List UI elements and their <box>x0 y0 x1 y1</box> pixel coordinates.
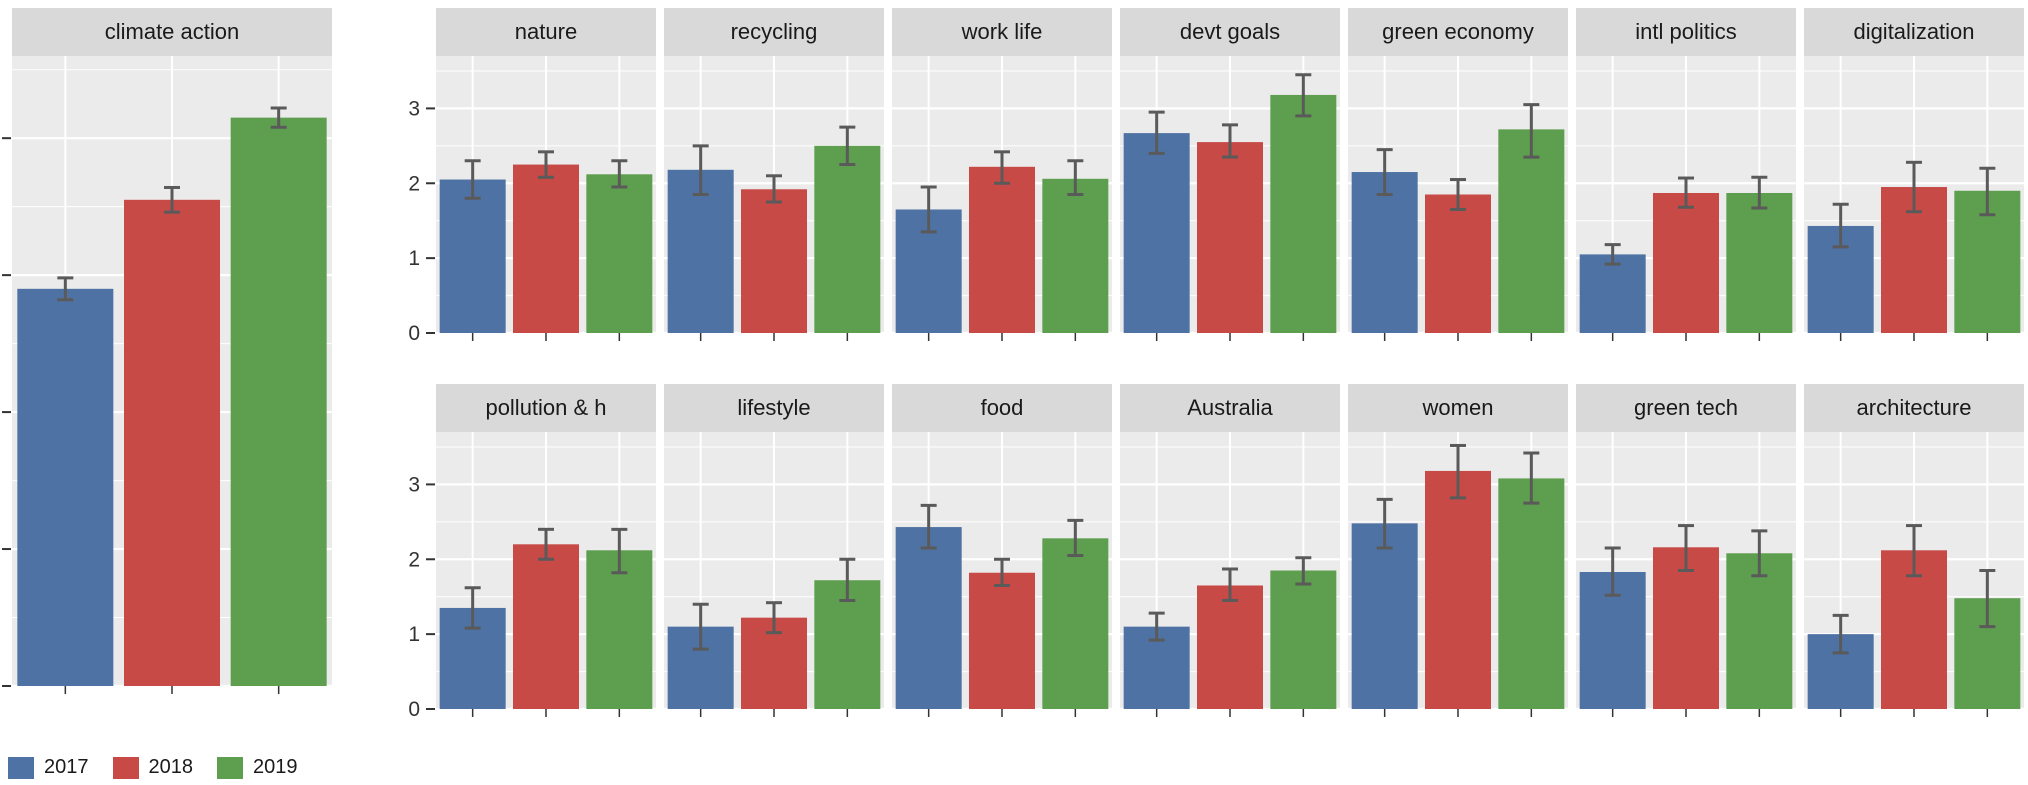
strip-title: architecture <box>1857 395 1972 420</box>
bar-2019 <box>1726 193 1793 333</box>
strip-background <box>1120 8 1340 56</box>
strip-title: devt goals <box>1180 19 1280 44</box>
strip-title: lifestyle <box>737 395 810 420</box>
bar-2018 <box>1425 470 1491 709</box>
strip-background <box>664 8 884 56</box>
strip-background <box>1120 384 1340 432</box>
panel-food: food <box>892 384 1112 717</box>
legend-label-2018: 2018 <box>148 756 194 778</box>
bar-2019 <box>586 550 653 709</box>
strip-background <box>892 384 1112 432</box>
bar-2017 <box>439 179 506 333</box>
bar-2019 <box>1498 129 1565 333</box>
strip-title: women <box>1422 395 1494 420</box>
bar-2017 <box>1351 523 1418 709</box>
bar-2018 <box>1653 547 1719 709</box>
strip-background <box>664 384 884 432</box>
bar-2019 <box>230 117 327 686</box>
panel-work-life: work life <box>892 8 1112 341</box>
bar-2019 <box>1498 478 1565 709</box>
panel-green-economy: green economy <box>1348 8 1568 341</box>
panel-lifestyle: lifestyle <box>664 384 884 717</box>
y-tick-label: 1 <box>408 623 420 646</box>
strip-title: digitalization <box>1853 19 1974 44</box>
legend-item-2019: 2019 <box>217 756 298 779</box>
strip-title: nature <box>515 19 577 44</box>
strip-title: food <box>981 395 1024 420</box>
panel-pollution-h: pollution & h <box>436 384 656 717</box>
bar-2018 <box>513 544 579 709</box>
legend-label-2017: 2017 <box>44 756 89 778</box>
bar-2017 <box>17 288 114 686</box>
strip-background <box>1348 8 1568 56</box>
y-tick-label: 1 <box>408 247 420 270</box>
strip-title: green tech <box>1634 395 1738 420</box>
bar-2018 <box>124 199 220 686</box>
panel-climate-action: climate action <box>12 8 332 694</box>
bar-2017 <box>667 169 734 333</box>
bar-2018 <box>1653 193 1719 333</box>
legend-label-2019: 2019 <box>253 756 298 778</box>
strip-title: recycling <box>731 19 818 44</box>
y-tick-label: 2 <box>408 172 420 195</box>
y-tick-label: 3 <box>408 473 420 496</box>
bar-2018 <box>741 189 807 333</box>
bar-2018 <box>969 166 1035 333</box>
strip-background <box>436 384 656 432</box>
bar-2019 <box>1726 553 1793 709</box>
strip-title: intl politics <box>1635 19 1736 44</box>
y-tick-label: 0 <box>408 698 420 721</box>
strip-title: climate action <box>105 19 240 44</box>
bar-2018 <box>513 164 579 333</box>
strip-background <box>1804 384 2024 432</box>
bar-2019 <box>1042 178 1109 333</box>
panel-recycling: recycling <box>664 8 884 341</box>
bar-2018 <box>1197 585 1263 709</box>
bar-2019 <box>586 174 653 333</box>
bar-2019 <box>1270 94 1337 333</box>
bar-2017 <box>1123 133 1190 333</box>
strip-title: work life <box>961 19 1043 44</box>
bar-2017 <box>1351 172 1418 333</box>
strip-background <box>1804 8 2024 56</box>
panel-green-tech: green tech <box>1576 384 1796 717</box>
strip-background <box>12 8 332 56</box>
strip-title: pollution & h <box>485 395 606 420</box>
bar-2019 <box>1270 570 1337 709</box>
strip-background <box>1576 384 1796 432</box>
panel-architecture: architecture <box>1804 384 2024 717</box>
panel-australia: Australia <box>1120 384 1340 717</box>
bar-2017 <box>1579 254 1646 333</box>
panel-women: women <box>1348 384 1568 717</box>
y-tick-label: 0 <box>408 322 420 345</box>
bar-2018 <box>969 572 1035 709</box>
panel-devt-goals: devt goals <box>1120 8 1340 341</box>
legend-item-2017: 2017 <box>8 756 89 779</box>
strip-title: Australia <box>1187 395 1273 420</box>
y-tick-label: 3 <box>408 97 420 120</box>
bar-2019 <box>814 145 881 333</box>
legend: 2017 2018 2019 <box>8 756 322 779</box>
legend-key-2017 <box>8 756 34 779</box>
bar-2018 <box>1197 142 1263 333</box>
strip-background <box>1576 8 1796 56</box>
strip-background <box>892 8 1112 56</box>
legend-key-2019 <box>217 756 243 779</box>
legend-key-2018 <box>112 756 139 779</box>
strip-background <box>1348 384 1568 432</box>
bar-2019 <box>1042 538 1109 709</box>
strip-title: green economy <box>1382 19 1534 44</box>
y-tick-label: 2 <box>408 548 420 571</box>
bar-2017 <box>895 527 962 709</box>
panel-intl-politics: intl politics <box>1576 8 1796 341</box>
panel-digitalization: digitalization <box>1804 8 2024 341</box>
legend-item-2018: 2018 <box>112 756 194 779</box>
panel-nature: nature <box>436 8 656 341</box>
strip-background <box>436 8 656 56</box>
bar-2018 <box>1425 194 1491 333</box>
